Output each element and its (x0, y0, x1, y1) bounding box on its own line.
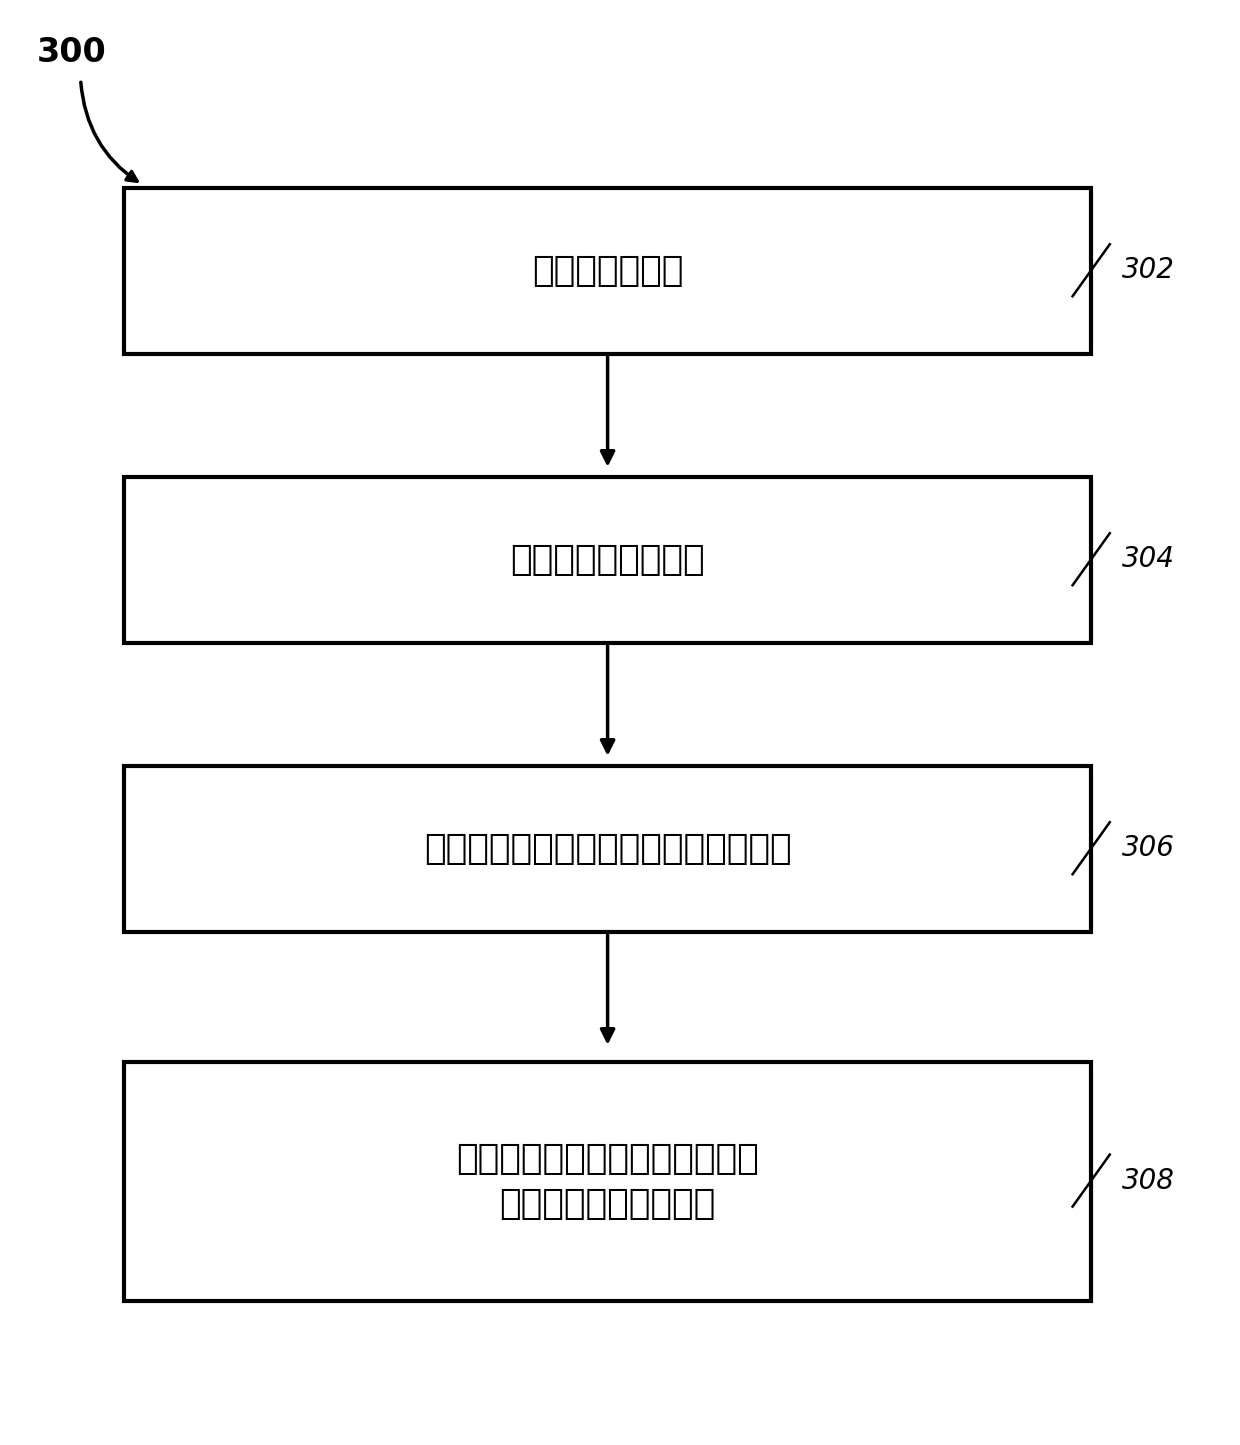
Text: 308: 308 (1122, 1166, 1176, 1195)
Text: 300: 300 (37, 36, 107, 69)
Bar (124, 477, 1091, 643)
Text: 获得传感器信号: 获得传感器信号 (532, 254, 683, 288)
Text: 从任务的状态信息估计预期的控制信号: 从任务的状态信息估计预期的控制信号 (424, 832, 791, 866)
Bar (124, 1062, 1091, 1300)
Text: 306: 306 (1122, 834, 1176, 863)
Text: 获得任务的状态信息: 获得任务的状态信息 (511, 543, 704, 577)
Text: 304: 304 (1122, 545, 1176, 574)
Bar (124, 766, 1091, 932)
Text: 302: 302 (1122, 256, 1176, 285)
Text: 使用获得的传感器信号和估计的
控制信号更新控制映射: 使用获得的传感器信号和估计的 控制信号更新控制映射 (456, 1142, 759, 1221)
Bar (124, 188, 1091, 354)
